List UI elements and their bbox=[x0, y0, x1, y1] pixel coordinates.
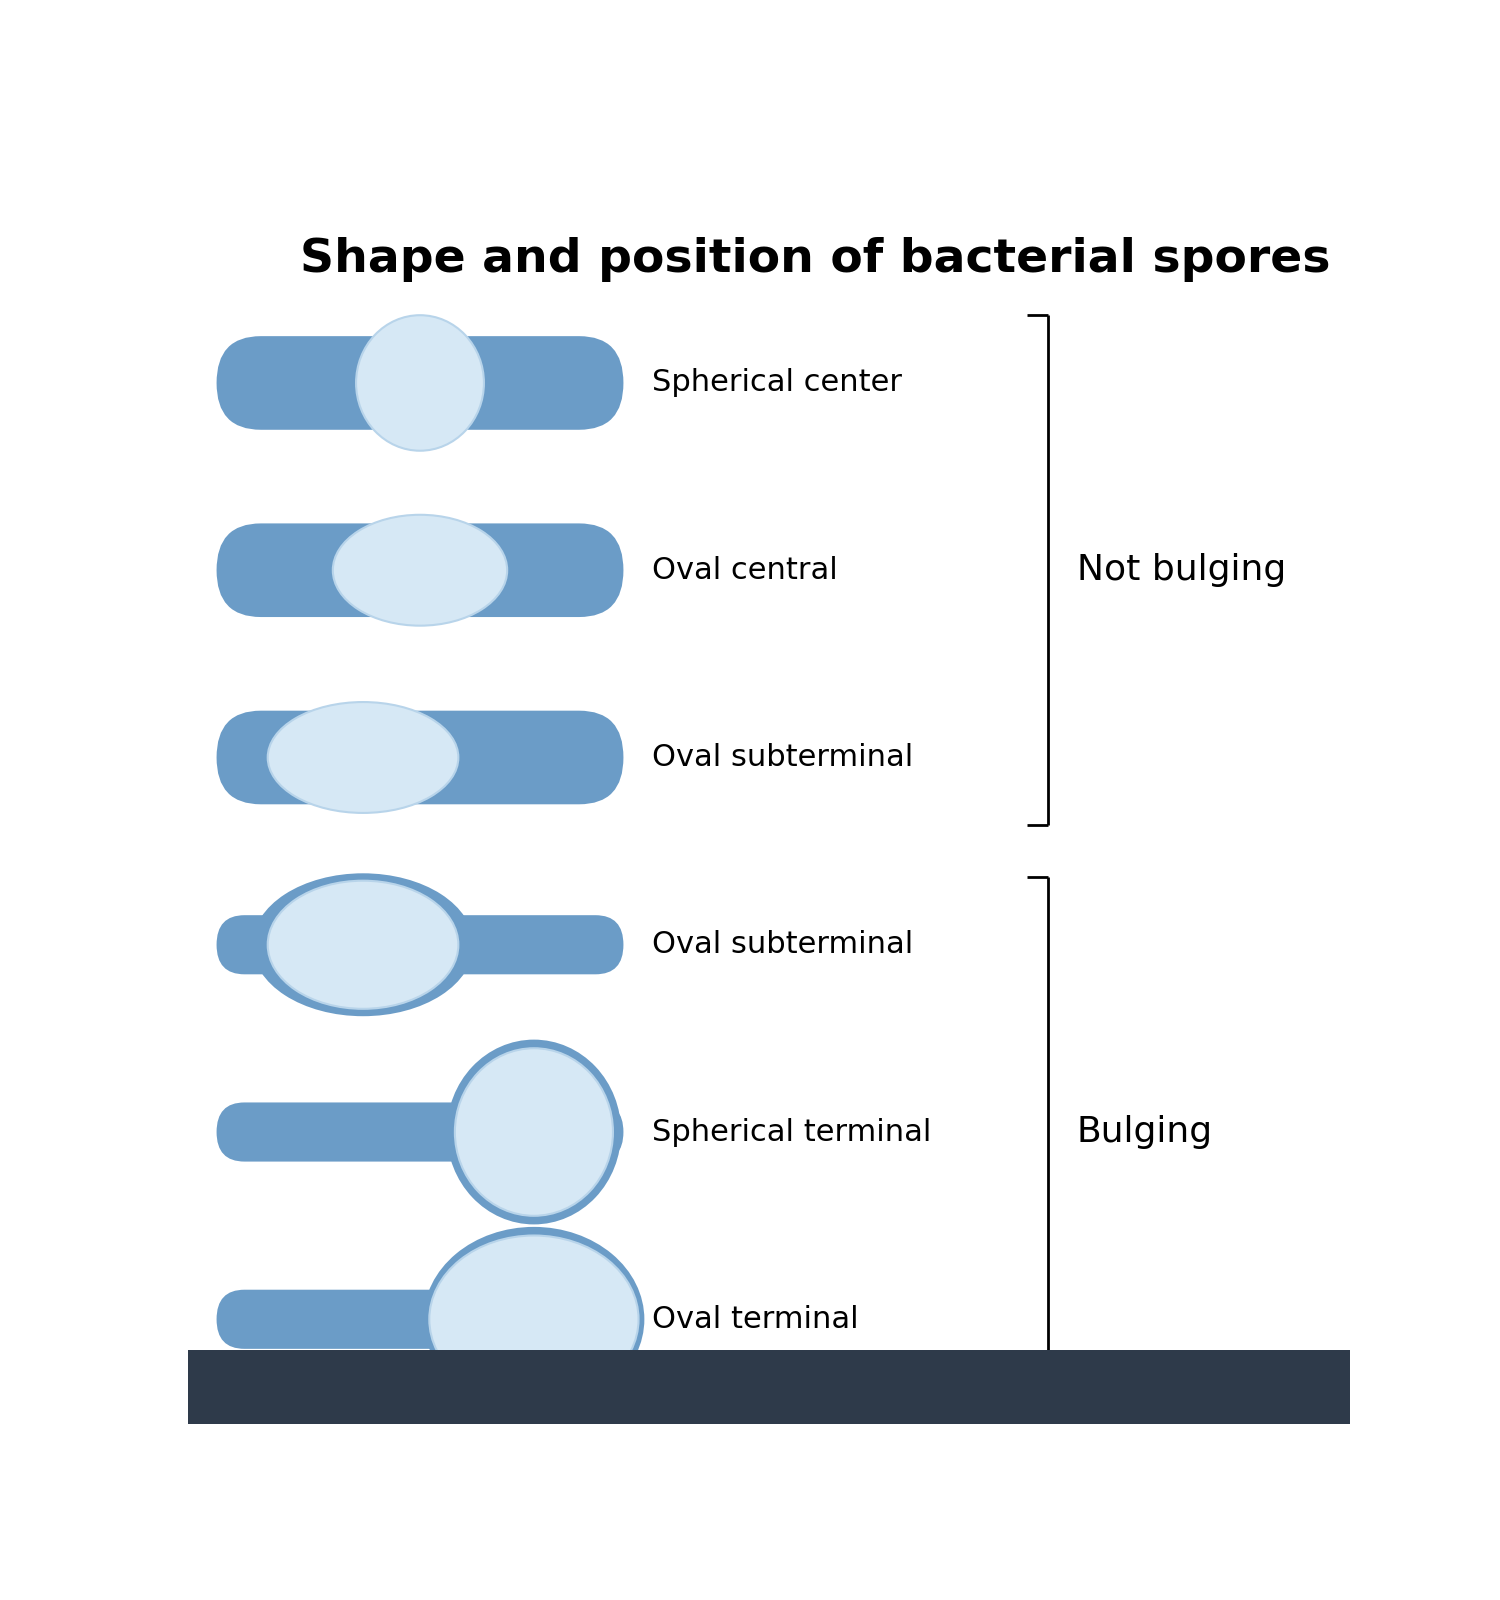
FancyBboxPatch shape bbox=[216, 1290, 624, 1349]
Text: Oval subterminal: Oval subterminal bbox=[652, 742, 914, 771]
Ellipse shape bbox=[423, 1227, 645, 1411]
FancyBboxPatch shape bbox=[216, 710, 624, 805]
Text: Oval subterminal: Oval subterminal bbox=[652, 930, 914, 960]
FancyBboxPatch shape bbox=[188, 1350, 1350, 1424]
Ellipse shape bbox=[333, 515, 507, 626]
FancyBboxPatch shape bbox=[216, 523, 624, 618]
Text: Not bulging: Not bulging bbox=[1077, 554, 1286, 587]
Ellipse shape bbox=[267, 880, 459, 1010]
Text: Oval central: Oval central bbox=[652, 555, 839, 584]
Ellipse shape bbox=[447, 1040, 621, 1224]
Text: Bulging: Bulging bbox=[1077, 1115, 1214, 1149]
FancyBboxPatch shape bbox=[216, 915, 624, 974]
FancyBboxPatch shape bbox=[216, 1102, 624, 1162]
FancyBboxPatch shape bbox=[216, 336, 624, 430]
Text: Spherical center: Spherical center bbox=[652, 368, 903, 397]
Ellipse shape bbox=[429, 1235, 639, 1403]
Ellipse shape bbox=[267, 702, 459, 813]
Ellipse shape bbox=[454, 1048, 614, 1216]
Text: Shape and position of bacterial spores: Shape and position of bacterial spores bbox=[300, 237, 1330, 282]
Ellipse shape bbox=[252, 874, 474, 1016]
Text: Oval terminal: Oval terminal bbox=[652, 1304, 860, 1334]
Ellipse shape bbox=[356, 315, 484, 451]
Text: Spherical terminal: Spherical terminal bbox=[652, 1117, 932, 1147]
